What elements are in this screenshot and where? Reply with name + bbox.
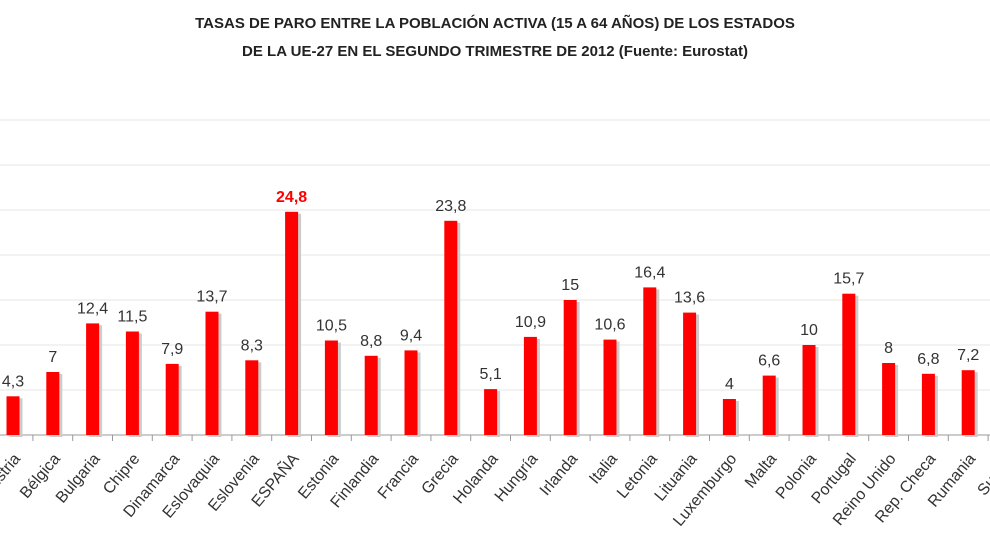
x-tick-label: Italia (586, 451, 621, 488)
bar (523, 336, 537, 435)
bar (125, 331, 139, 435)
bar (563, 300, 577, 435)
bar (961, 370, 975, 435)
x-tick-label: Irlanda (537, 451, 582, 499)
value-label: 10,6 (594, 317, 625, 334)
x-tick-label: Francia (375, 451, 422, 503)
chart-title: TASAS DE PARO ENTRE LA POBLACIÓN ACTIVA … (195, 14, 795, 32)
bar (882, 363, 896, 435)
bar (683, 312, 697, 435)
bar (643, 287, 657, 435)
value-label: 8,3 (241, 337, 263, 354)
bar (842, 293, 856, 435)
bar (324, 340, 338, 435)
bar (165, 363, 179, 435)
value-label: 16,4 (634, 264, 665, 281)
bar (86, 323, 100, 435)
value-label: 9,4 (400, 327, 422, 344)
bar (404, 350, 418, 435)
value-label: 10,5 (316, 318, 347, 335)
value-label: 15 (561, 277, 579, 294)
bar (245, 360, 259, 435)
value-label: 7,9 (161, 341, 183, 358)
plot: Austria4,3Bélgica7Bulgaria12,4Chipre11,5… (0, 119, 990, 530)
bar (46, 372, 60, 435)
value-label: 8 (884, 340, 893, 357)
bar (484, 389, 498, 435)
value-label: 7 (48, 349, 57, 366)
bar (205, 311, 219, 435)
value-label: 4 (725, 376, 734, 393)
value-label: 13,6 (674, 290, 705, 307)
value-label: 10,9 (515, 314, 546, 331)
value-label: 11,5 (117, 309, 147, 326)
value-label: 24,8 (276, 189, 307, 206)
value-label: 15,7 (833, 271, 864, 288)
bar (722, 399, 736, 435)
value-label: 6,8 (917, 351, 939, 368)
x-tick-label: Hungría (492, 451, 542, 506)
value-label: 12,4 (77, 300, 108, 317)
bar (603, 339, 617, 435)
x-tick-label: Malta (742, 451, 780, 492)
bar (6, 396, 20, 435)
bar (444, 220, 458, 435)
bar (285, 211, 299, 435)
value-label: 13,7 (196, 289, 227, 306)
value-label: 6,6 (758, 353, 780, 370)
value-label: 10 (800, 322, 818, 339)
bar (802, 345, 816, 435)
bar (364, 355, 378, 435)
value-label: 5,1 (479, 366, 501, 383)
value-label: 8,8 (360, 333, 382, 350)
value-label: 23,8 (435, 198, 466, 215)
x-tick-label: Suecia (975, 451, 990, 499)
bar (762, 375, 776, 435)
value-label: 4,3 (2, 373, 24, 390)
value-label: 7,2 (957, 347, 979, 364)
chart-title: DE LA UE-27 EN EL SEGUNDO TRIMESTRE DE 2… (242, 43, 748, 60)
bar (921, 373, 935, 435)
